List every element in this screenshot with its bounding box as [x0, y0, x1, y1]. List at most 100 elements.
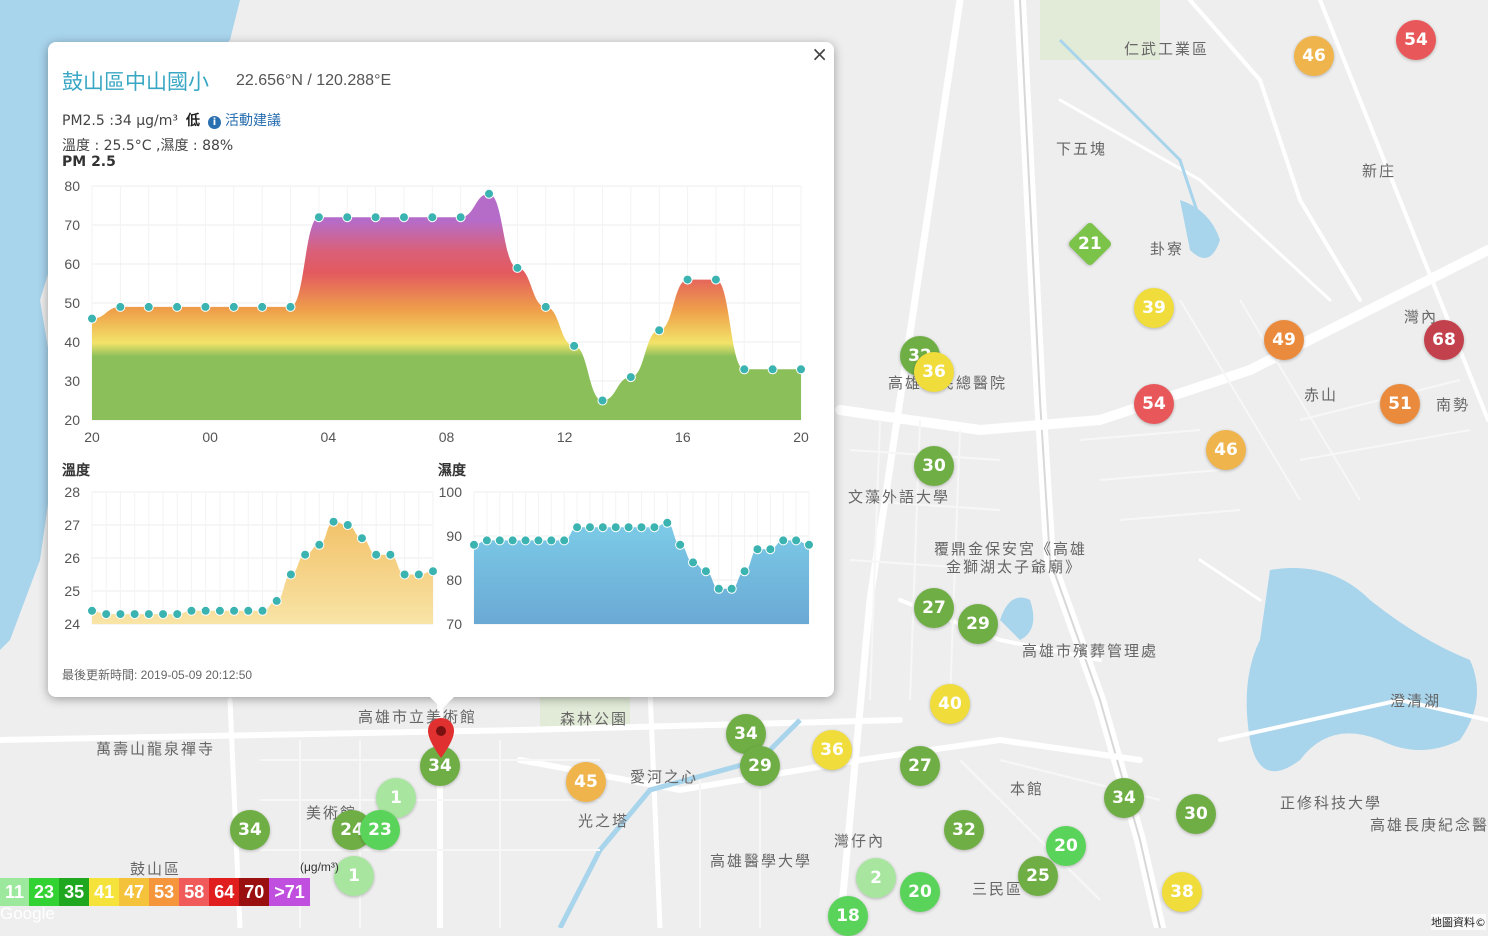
- data-point: [243, 605, 254, 616]
- station-marker[interactable]: 2: [856, 858, 896, 898]
- area-fill: [92, 521, 433, 624]
- data-point: [172, 609, 183, 620]
- station-marker[interactable]: 20: [1046, 826, 1086, 866]
- y-tick-label: 100: [439, 484, 463, 500]
- station-marker[interactable]: 46: [1294, 36, 1334, 76]
- y-tick-label: 60: [64, 256, 80, 272]
- station-marker-value: 46: [1302, 46, 1326, 66]
- station-marker[interactable]: 25: [1018, 856, 1058, 896]
- info-icon[interactable]: i: [207, 116, 221, 129]
- activity-advice-link[interactable]: 活動建議: [224, 113, 281, 129]
- data-point: [688, 557, 699, 568]
- data-point: [413, 569, 424, 580]
- pm25-reading-row: PM2.5 :34 μg/m³ 低 i 活動建議: [62, 110, 281, 130]
- data-point: [398, 212, 409, 223]
- station-marker-value: 36: [922, 362, 946, 382]
- station-marker[interactable]: 30: [1176, 794, 1216, 834]
- station-marker-value: 24: [340, 820, 364, 840]
- station-marker[interactable]: 36: [812, 730, 852, 770]
- place-label: 澄清湖: [1390, 692, 1442, 710]
- station-marker[interactable]: 32: [944, 810, 984, 850]
- station-marker-value: 21: [1078, 233, 1102, 254]
- station-marker[interactable]: 34: [726, 714, 766, 754]
- area-fill: [92, 193, 801, 420]
- selected-location-pin-icon[interactable]: [426, 716, 456, 760]
- station-marker-value: 18: [836, 906, 860, 926]
- station-marker[interactable]: 29: [958, 604, 998, 644]
- pm25-level: 低: [185, 113, 200, 129]
- data-point: [546, 535, 557, 546]
- station-marker[interactable]: 68: [1424, 320, 1464, 360]
- station-marker[interactable]: 45: [566, 762, 606, 802]
- y-tick-label: 70: [446, 616, 462, 632]
- station-marker[interactable]: 29: [740, 746, 780, 786]
- y-tick-label: 80: [446, 572, 462, 588]
- station-marker[interactable]: 1: [334, 856, 374, 896]
- data-point: [257, 301, 268, 312]
- data-point: [739, 364, 750, 375]
- station-marker[interactable]: 34: [1104, 778, 1144, 818]
- station-marker[interactable]: 30: [914, 446, 954, 486]
- station-marker-value: 51: [1388, 394, 1412, 414]
- station-marker[interactable]: 23: [360, 810, 400, 850]
- station-marker[interactable]: 20: [900, 872, 940, 912]
- station-marker-value: 34: [734, 724, 758, 744]
- popup-close-button[interactable]: ×: [811, 42, 828, 66]
- data-point: [101, 609, 112, 620]
- temperature-chart-title: 溫度: [62, 463, 90, 479]
- data-point: [520, 535, 531, 546]
- station-marker-value: 46: [1214, 440, 1238, 460]
- x-tick-label: 04: [321, 429, 337, 445]
- pm25-chart: 20 30 40 50 60 70 80 20 00 04 08 12 16 20: [64, 178, 809, 445]
- place-label: 下五塊: [1056, 140, 1108, 158]
- place-label: 高雄市殯葬管理處: [1022, 642, 1159, 660]
- y-tick-label: 40: [64, 334, 80, 350]
- station-marker[interactable]: 46: [1206, 430, 1246, 470]
- y-tick-label: 80: [64, 178, 80, 194]
- place-label: 高雄醫學大學: [710, 852, 813, 870]
- station-marker[interactable]: 27: [914, 588, 954, 628]
- station-marker[interactable]: 36: [914, 352, 954, 392]
- data-point: [572, 522, 583, 533]
- station-marker[interactable]: 39: [1134, 288, 1174, 328]
- data-point: [214, 605, 225, 616]
- station-marker-value: 1: [348, 866, 360, 886]
- station-marker[interactable]: 51: [1380, 384, 1420, 424]
- data-point: [796, 364, 806, 375]
- data-point: [342, 212, 353, 223]
- station-marker-value: 45: [574, 772, 598, 792]
- place-label: 三民區: [972, 880, 1024, 898]
- google-logo: Google: [0, 904, 55, 923]
- data-point: [512, 262, 523, 273]
- station-marker-value: 34: [1112, 788, 1136, 808]
- station-marker-value: 38: [1170, 882, 1194, 902]
- station-marker[interactable]: 18: [828, 896, 868, 936]
- humidity-chart: 70 80 90 100: [439, 484, 814, 632]
- data-point: [540, 301, 551, 312]
- legend-cell: 23: [29, 878, 60, 906]
- y-tick-label: 70: [64, 217, 80, 233]
- station-marker-value: 36: [820, 740, 844, 760]
- x-tick-label: 20: [793, 429, 809, 445]
- data-point: [257, 605, 268, 616]
- station-marker[interactable]: 49: [1264, 320, 1304, 360]
- data-point: [87, 313, 97, 324]
- x-tick-label: 20: [84, 429, 100, 445]
- station-marker[interactable]: 34: [230, 810, 270, 850]
- station-marker-value: 54: [1142, 394, 1166, 414]
- station-marker[interactable]: 54: [1134, 384, 1174, 424]
- station-marker[interactable]: 27: [900, 746, 940, 786]
- data-point: [713, 583, 724, 594]
- map-attribution[interactable]: 地圖資料©: [1431, 914, 1486, 930]
- station-marker-value: 30: [1184, 804, 1208, 824]
- station-marker[interactable]: 54: [1396, 20, 1436, 60]
- y-tick-label: 26: [64, 550, 80, 566]
- station-marker-value: 49: [1272, 330, 1296, 350]
- station-marker[interactable]: 38: [1162, 872, 1202, 912]
- legend-cell: 64: [209, 878, 240, 906]
- station-marker[interactable]: 40: [930, 684, 970, 724]
- legend-cell: 35: [59, 878, 90, 906]
- data-point: [559, 535, 570, 546]
- station-marker[interactable]: 24: [332, 810, 372, 850]
- data-point: [636, 522, 647, 533]
